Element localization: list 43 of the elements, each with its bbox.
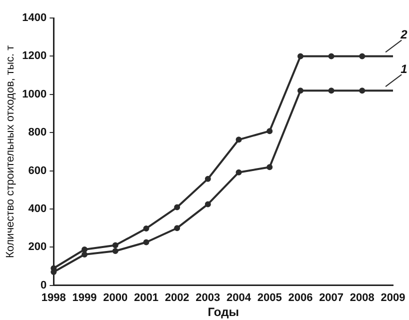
- point: [112, 248, 118, 254]
- x-tick-label: 2001: [134, 292, 158, 304]
- series-label: 1: [400, 62, 408, 76]
- point: [112, 242, 118, 248]
- x-tick-label: 2007: [319, 292, 344, 304]
- series-label: 2: [400, 28, 408, 42]
- point: [359, 53, 366, 60]
- y-tick-label: 200: [28, 241, 47, 254]
- y-tick-label: 1400: [22, 12, 47, 24]
- point: [82, 246, 88, 252]
- x-tick-label: 1999: [72, 292, 97, 304]
- y-tick-label: 0: [40, 279, 47, 292]
- point: [204, 201, 211, 208]
- point: [266, 128, 273, 134]
- y-tick-label: 600: [28, 164, 47, 177]
- point: [297, 53, 304, 60]
- x-tick-label: 2008: [350, 292, 374, 304]
- x-tick-label: 2005: [257, 292, 282, 304]
- x-tick-label: 2000: [103, 292, 128, 304]
- point: [266, 164, 273, 170]
- point: [143, 239, 150, 246]
- x-tick-label: 2009: [380, 292, 406, 304]
- point: [174, 204, 180, 210]
- point: [297, 88, 304, 94]
- y-tick-label: 800: [28, 126, 47, 139]
- y-tick-label: 1200: [22, 50, 47, 62]
- point: [204, 176, 211, 182]
- x-tick-label: 2003: [196, 292, 220, 304]
- x-tick-label: 2002: [164, 292, 190, 304]
- y-tick-label: 400: [28, 203, 47, 216]
- point: [236, 169, 242, 176]
- x-tick-label: 1998: [41, 292, 66, 304]
- x-tick-label: 2006: [288, 292, 313, 304]
- y-tick-label: 1000: [22, 88, 47, 100]
- point: [359, 88, 366, 94]
- point: [236, 136, 242, 143]
- x-axis-title: Годы: [208, 305, 239, 320]
- point: [174, 225, 180, 232]
- point: [328, 53, 334, 60]
- point: [143, 225, 150, 232]
- y-axis-title: Количество строительных отходов, тыс. т: [4, 45, 17, 258]
- x-tick-label: 2004: [226, 292, 252, 304]
- point: [328, 88, 334, 94]
